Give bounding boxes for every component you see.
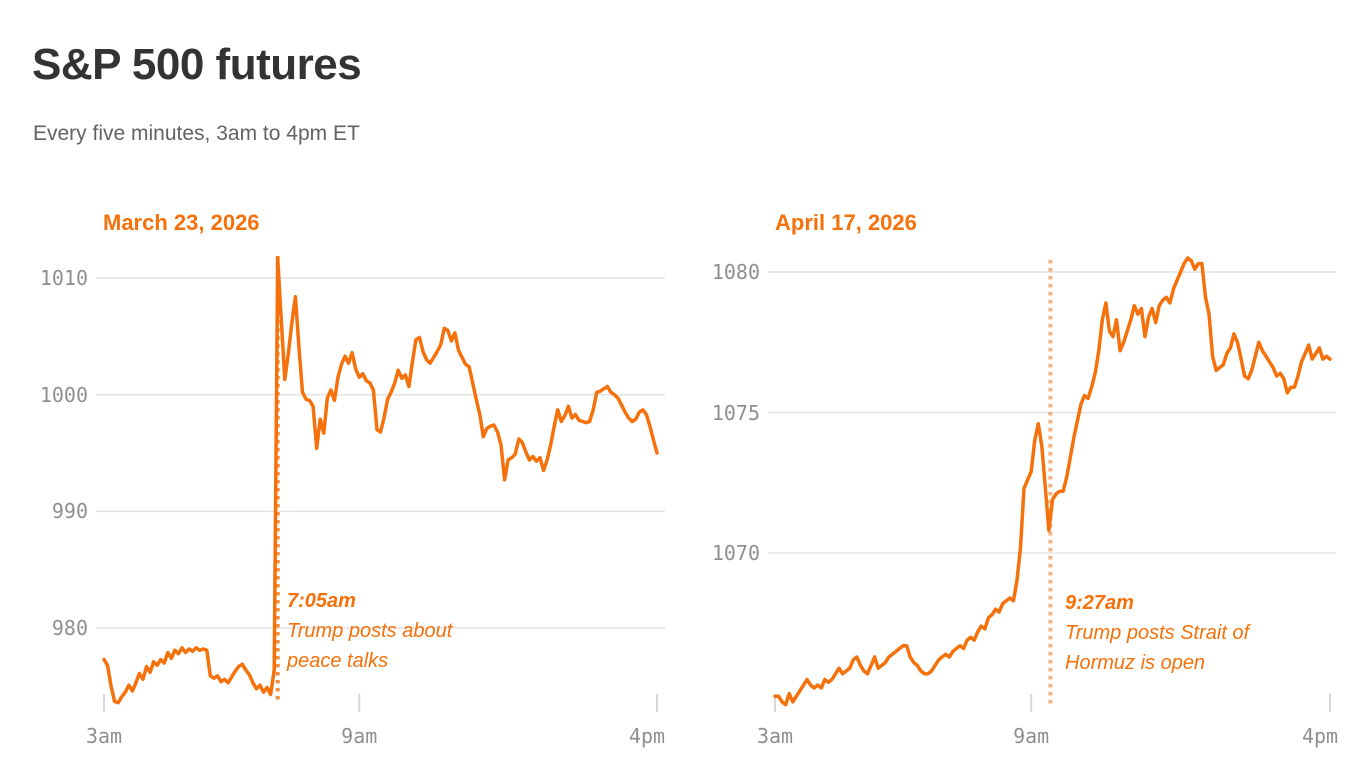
page-subtitle: Every five minutes, 3am to 4pm ET xyxy=(33,122,360,145)
price-line xyxy=(102,256,659,705)
y-axis-tick-label: 1070 xyxy=(711,541,760,565)
y-axis-tick-label: 1010 xyxy=(39,266,88,290)
line-chart-march xyxy=(96,256,665,712)
chart-panel-april: April 17, 2026 9:27am Trump posts Strait… xyxy=(683,198,1366,768)
y-axis-tick-label: 1000 xyxy=(39,382,88,407)
x-axis-tick-label: 4pm xyxy=(628,724,666,748)
x-axis-tick-label: 9am xyxy=(341,724,378,748)
event-text-line1: Trump posts about xyxy=(287,620,453,642)
event-text-line2: peace talks xyxy=(287,650,389,672)
event-annotation: 9:27am Trump posts Strait of Hormuz is o… xyxy=(1065,588,1325,678)
chart-date-label: March 23, 2026 xyxy=(103,210,260,235)
event-annotation: 7:05am Trump posts about peace talks xyxy=(287,586,527,676)
y-axis-tick-label: 1075 xyxy=(711,400,760,425)
y-axis-tick-label: 980 xyxy=(51,616,88,640)
event-text-line2: Hormuz is open xyxy=(1065,652,1206,674)
x-axis-tick-label: 9am xyxy=(1013,724,1050,748)
x-axis-tick-label: 4pm xyxy=(1301,724,1339,748)
line-chart-april xyxy=(768,256,1336,712)
price-line xyxy=(773,256,1332,707)
y-axis-tick-label: 1080 xyxy=(711,260,760,284)
page-title: S&P 500 futures xyxy=(32,40,362,89)
chart-panel-march: March 23, 2026 7:05am Trump posts about … xyxy=(0,198,683,768)
event-time: 9:27am xyxy=(1065,592,1134,614)
event-time: 7:05am xyxy=(287,590,356,612)
x-axis-tick-label: 3am xyxy=(85,724,123,748)
chart-date-label: April 17, 2026 xyxy=(775,210,917,235)
y-axis-tick-label: 990 xyxy=(51,499,88,524)
x-axis-tick-label: 3am xyxy=(756,724,794,748)
event-text-line1: Trump posts Strait of xyxy=(1065,622,1250,644)
